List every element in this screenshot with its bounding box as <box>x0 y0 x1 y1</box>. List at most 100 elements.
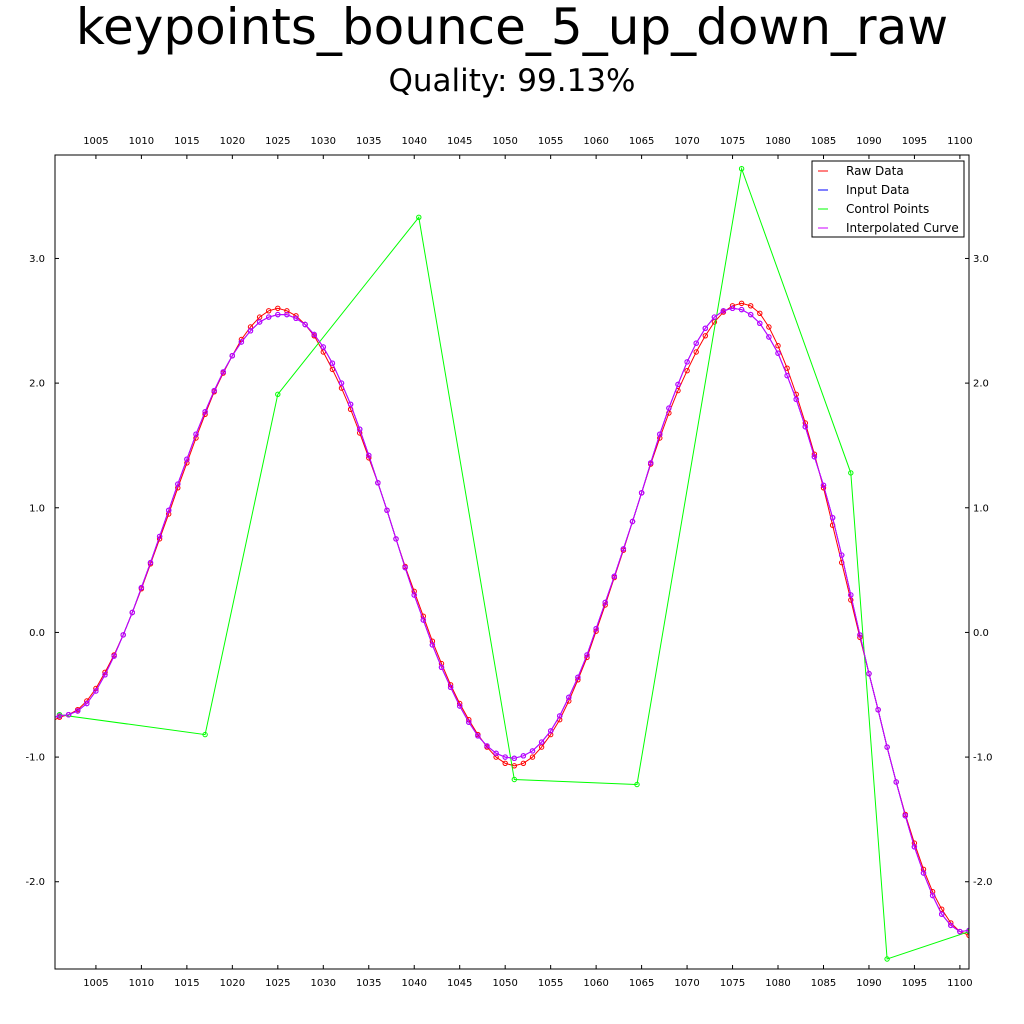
x-tick-label: 1095 <box>902 978 927 989</box>
data-point-interpolated-curve <box>802 424 808 430</box>
data-point-interpolated-curve <box>611 573 617 579</box>
x-tick-label-top: 1070 <box>674 136 699 147</box>
y-tick-left: -2.0 <box>25 877 59 888</box>
data-point-interpolated-curve <box>629 518 636 525</box>
x-tick-label: 1080 <box>765 978 790 989</box>
data-point-interpolated-curve <box>675 381 681 388</box>
data-point-interpolated-curve <box>484 743 490 749</box>
data-point-raw-data <box>329 366 336 373</box>
x-tick-top: 1080 <box>765 136 791 159</box>
data-point-raw-data <box>693 349 699 355</box>
data-point-interpolated-curve <box>156 533 163 540</box>
y-tick-label-right: -2.0 <box>973 877 993 888</box>
data-point-interpolated-curve <box>393 536 399 542</box>
x-tick-bottom: 1025 <box>265 965 291 989</box>
data-point-interpolated-curve <box>175 481 181 487</box>
x-tick-bottom: 1055 <box>538 965 563 989</box>
data-point-interpolated-curve <box>829 515 836 521</box>
data-point-raw-data <box>275 305 281 311</box>
x-tick-bottom: 1060 <box>583 965 609 989</box>
x-tick-label-top: 1005 <box>83 136 108 147</box>
data-point-interpolated-curve <box>566 694 572 700</box>
data-point-interpolated-curve <box>638 490 645 496</box>
x-tick-top: 1045 <box>447 136 472 159</box>
x-tick-label-top: 1050 <box>492 136 517 147</box>
data-point-interpolated-curve <box>220 369 226 375</box>
data-point-raw-data <box>929 889 936 895</box>
data-point-interpolated-curve <box>693 340 699 346</box>
data-point-interpolated-curve <box>920 870 927 876</box>
y-tick-right: -1.0 <box>965 753 993 764</box>
data-point-raw-data <box>502 760 508 766</box>
data-point-interpolated-curve <box>775 350 781 356</box>
series-layer <box>55 166 969 962</box>
data-point-interpolated-curve <box>147 559 154 566</box>
series-line-raw-data <box>55 302 969 936</box>
data-point-interpolated-curve <box>347 401 354 407</box>
data-point-control-points <box>634 781 640 788</box>
data-point-interpolated-curve <box>102 672 108 678</box>
y-tick-label: 1.0 <box>29 503 45 514</box>
data-point-control-points <box>275 391 281 397</box>
data-point-raw-data <box>748 303 754 309</box>
x-tick-bottom: 1050 <box>492 965 518 989</box>
x-tick-label-top: 1075 <box>720 136 745 147</box>
data-point-interpolated-curve <box>93 688 99 694</box>
data-point-interpolated-curve <box>229 353 236 359</box>
x-tick-top: 1050 <box>492 136 518 159</box>
data-point-interpolated-curve <box>411 592 417 598</box>
data-point-interpolated-curve <box>357 426 363 432</box>
x-tick-label: 1050 <box>492 978 517 989</box>
data-point-interpolated-curve <box>548 728 554 734</box>
series-line-control-points <box>59 166 969 960</box>
data-point-interpolated-curve <box>557 713 563 719</box>
x-tick-top: 1100 <box>947 136 973 159</box>
x-tick-top: 1065 <box>629 136 654 159</box>
x-tick-label-top: 1015 <box>174 136 199 147</box>
data-point-raw-data <box>266 308 272 314</box>
y-tick-right: 2.0 <box>965 379 989 390</box>
data-point-control-points <box>511 776 517 783</box>
x-tick-label: 1020 <box>220 978 245 989</box>
x-tick-label-top: 1025 <box>265 136 290 147</box>
x-tick-label-top: 1085 <box>811 136 836 147</box>
x-tick-top: 1085 <box>811 136 836 159</box>
x-tick-bottom: 1090 <box>856 965 882 989</box>
legend-label: Input Data <box>846 183 910 197</box>
x-tick-label: 1040 <box>402 978 427 989</box>
y-tick-label: 0.0 <box>29 628 45 639</box>
data-point-interpolated-curve <box>193 431 199 437</box>
data-point-raw-data <box>184 460 190 466</box>
data-point-interpolated-curve <box>575 674 581 680</box>
data-point-interpolated-curve <box>238 339 245 345</box>
x-tick-label-top: 1090 <box>856 136 881 147</box>
ticks-layer: 1005 1005 1010 1010 1015 1015 1020 1020 1025 1025… <box>25 136 992 989</box>
data-point-interpolated-curve <box>948 922 954 929</box>
x-tick-top: 1010 <box>129 136 154 159</box>
x-tick-top: 1015 <box>174 136 200 159</box>
data-point-interpolated-curve <box>402 564 408 571</box>
data-point-interpolated-curve <box>529 748 536 754</box>
x-tick-bottom: 1075 <box>720 965 745 989</box>
x-tick-label-top: 1100 <box>947 136 972 147</box>
data-point-interpolated-curve <box>720 308 727 314</box>
data-point-interpolated-curve <box>620 546 627 552</box>
data-point-raw-data <box>438 660 445 667</box>
data-point-interpolated-curve <box>857 632 863 638</box>
data-point-raw-data <box>193 435 199 441</box>
x-tick-bottom: 1085 <box>811 965 836 989</box>
data-point-interpolated-curve <box>120 632 126 638</box>
data-point-raw-data <box>784 365 790 371</box>
x-tick-bottom: 1020 <box>220 965 245 989</box>
data-point-interpolated-curve <box>438 664 445 670</box>
data-point-interpolated-curve <box>493 750 499 756</box>
data-point-raw-data <box>775 343 781 349</box>
x-tick-bottom: 1100 <box>947 965 973 989</box>
y-tick-left: 0.0 <box>29 628 59 639</box>
chart-subtitle: Quality: 99.13% <box>388 63 636 99</box>
data-point-interpolated-curve <box>729 305 736 311</box>
x-tick-top: 1070 <box>674 136 700 159</box>
data-point-interpolated-curve <box>284 311 290 318</box>
data-point-control-points <box>738 166 745 172</box>
